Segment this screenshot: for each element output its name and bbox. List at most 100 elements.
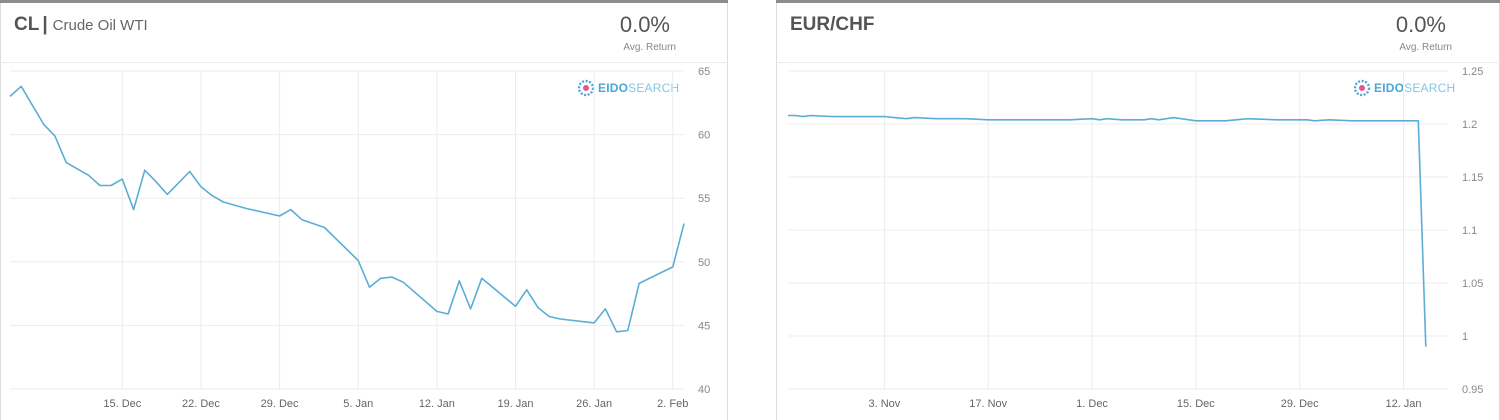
data-point	[1276, 119, 1278, 121]
data-point	[1195, 120, 1197, 122]
data-point	[54, 135, 56, 137]
data-point	[1402, 120, 1404, 122]
avg-return-value: 0.0%	[619, 12, 670, 37]
data-point	[1425, 345, 1427, 347]
data-point	[323, 226, 325, 228]
panel-left-border	[776, 3, 777, 420]
data-point	[391, 276, 393, 278]
x-tick-label: 15. Dec	[1177, 398, 1215, 410]
y-tick-label: 50	[698, 257, 710, 269]
x-tick-label: 1. Dec	[1076, 398, 1108, 410]
data-point	[121, 178, 123, 180]
data-point	[627, 329, 629, 331]
data-point	[290, 208, 292, 210]
data-point	[1350, 120, 1352, 122]
data-point	[132, 208, 134, 210]
data-point	[436, 310, 438, 312]
eidosearch-logo-icon	[1353, 79, 1371, 97]
data-point	[537, 306, 539, 308]
line-chart-svg: 65 60 55 50 45 40 15. Dec 22. Dec 29. Dec 5. Jan 1…	[9, 66, 710, 410]
data-point	[794, 114, 796, 116]
data-point	[1306, 119, 1308, 121]
logo-text-bold: EIDO	[598, 81, 629, 95]
data-point	[368, 286, 370, 288]
eidosearch-logo-icon	[577, 79, 595, 97]
data-point	[43, 123, 45, 125]
data-point	[99, 184, 101, 186]
data-point	[1247, 118, 1249, 120]
panel-top-border	[776, 0, 1500, 3]
data-point	[526, 289, 528, 291]
data-point	[200, 186, 202, 188]
data-point	[593, 322, 595, 324]
data-point	[9, 95, 11, 97]
data-point	[604, 308, 606, 310]
eidosearch-logo: EIDOSEARCH	[576, 78, 679, 98]
data-point	[1328, 119, 1330, 121]
chart-title: CL | Crude Oil WTI	[14, 14, 148, 36]
data-point	[913, 116, 915, 118]
data-point	[481, 277, 483, 279]
data-point	[469, 308, 471, 310]
y-tick-label: 65	[698, 66, 710, 78]
header-divider	[0, 62, 728, 63]
x-tick-label: 19. Jan	[497, 398, 533, 410]
data-point	[20, 85, 22, 87]
data-point	[1172, 116, 1174, 118]
data-point	[1417, 120, 1419, 122]
data-point	[144, 169, 146, 171]
y-tick-label: 1.1	[1462, 225, 1477, 237]
data-point	[110, 184, 112, 186]
data-point	[155, 181, 157, 183]
x-tick-label: 3. Nov	[869, 398, 901, 410]
y-tick-label: 60	[698, 130, 710, 142]
eidosearch-logo: EIDOSEARCH	[1352, 78, 1455, 98]
data-point	[245, 207, 247, 209]
data-point	[357, 259, 359, 261]
data-point	[1373, 120, 1375, 122]
x-tick-label: 15. Dec	[103, 398, 141, 410]
data-point	[211, 195, 213, 197]
data-point	[787, 114, 789, 116]
y-tick-label: 40	[698, 384, 710, 396]
data-point	[987, 119, 989, 121]
data-point	[1039, 119, 1041, 121]
data-point	[1009, 119, 1011, 121]
data-point	[514, 305, 516, 307]
data-point	[447, 313, 449, 315]
header-divider	[776, 62, 1500, 63]
data-point	[87, 174, 89, 176]
y-tick-label: 1	[1462, 331, 1468, 343]
data-point	[683, 222, 685, 224]
logo-text-light: SEARCH	[628, 81, 680, 95]
data-point	[854, 115, 856, 117]
x-tick-label: 12. Jan	[1385, 398, 1421, 410]
chart-panel-cl: CL | Crude Oil WTI 0.0% Avg. Return EIDOSE…	[0, 0, 728, 420]
x-tick-label: 29. Dec	[1281, 398, 1319, 410]
panel-right-border	[727, 3, 728, 420]
data-point	[1069, 119, 1071, 121]
y-tick-label: 45	[698, 320, 710, 332]
data-point	[278, 215, 280, 217]
data-point	[809, 114, 811, 116]
data-point	[548, 315, 550, 317]
x-tick-label: 29. Dec	[261, 398, 299, 410]
data-point	[906, 118, 908, 120]
data-point	[380, 277, 382, 279]
avg-return-label: Avg. Return	[1399, 42, 1452, 53]
data-point	[1313, 120, 1315, 122]
panel-left-border	[0, 3, 1, 420]
y-tick-label: 1.2	[1462, 119, 1477, 131]
data-point	[802, 115, 804, 117]
x-tick-label: 17. Nov	[969, 398, 1007, 410]
x-tick-label: 5. Jan	[343, 398, 373, 410]
data-point	[65, 161, 67, 163]
data-point	[1150, 118, 1152, 120]
data-point	[1224, 120, 1226, 122]
x-tick-label: 22. Dec	[182, 398, 220, 410]
data-point	[935, 118, 937, 120]
y-tick-label: 0.95	[1462, 384, 1483, 396]
y-tick-label: 1.25	[1462, 66, 1483, 78]
data-point	[559, 318, 561, 320]
data-point	[1158, 119, 1160, 121]
